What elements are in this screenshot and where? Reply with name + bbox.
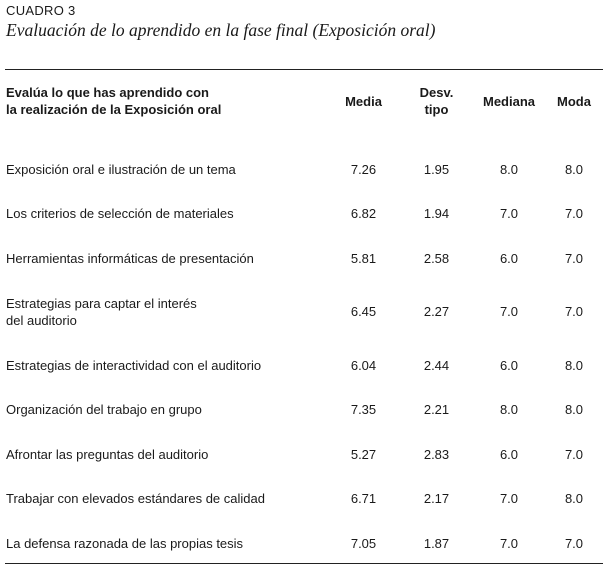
- row-mediana-value: 7.0: [499, 535, 519, 551]
- row-mediana-value: 8.0: [499, 161, 519, 177]
- row-item-line1: Exposición oral e ilustración de un tema: [6, 161, 236, 177]
- header-item-line1: Evalúa lo que has aprendido con: [6, 85, 209, 100]
- table-row: Herramientas informáticas de presentació…: [5, 236, 603, 281]
- row-media-value: 5.81: [350, 250, 377, 266]
- header-mediana: Mediana: [482, 94, 535, 109]
- table-row: Estrategias para captar el interés del au…: [5, 281, 603, 343]
- row-moda-value: 7.0: [564, 206, 584, 222]
- row-item-line1: Trabajar con elevados estándares de cali…: [6, 491, 265, 507]
- row-item-line1: Los criterios de selección de materiales: [6, 206, 234, 222]
- row-mediana-value: 6.0: [499, 357, 519, 373]
- row-item-label: Los criterios de selección de materiales: [5, 192, 327, 237]
- row-moda-value: 8.0: [564, 402, 584, 418]
- header-moda: Moda: [557, 94, 591, 109]
- table-row: Exposición oral e ilustración de un tema…: [5, 147, 603, 192]
- row-media-value: 7.26: [350, 161, 377, 177]
- bottom-rule: [5, 563, 603, 564]
- row-item-line1: Estrategias de interactividad con el aud…: [6, 357, 262, 373]
- row-item-line1: Estrategias para captar el interés: [6, 295, 197, 311]
- row-mediana-value: 7.0: [499, 206, 519, 222]
- row-mediana-value: 7.0: [499, 304, 519, 320]
- header-desv-line2: tipo: [424, 102, 449, 117]
- row-desv-value: 2.21: [423, 402, 450, 418]
- row-moda-value: 8.0: [564, 161, 584, 177]
- table-body: Exposición oral e ilustración de un tema…: [5, 147, 603, 566]
- row-desv-value: 2.83: [423, 446, 450, 462]
- row-item-label: Herramientas informáticas de presentació…: [5, 236, 327, 281]
- row-media-value: 7.05: [350, 535, 377, 551]
- row-item-label: Organización del trabajo en grupo: [5, 387, 327, 432]
- table-row: Los criterios de selección de materiales…: [5, 192, 603, 237]
- top-rule: [5, 69, 603, 70]
- row-desv-value: 2.58: [423, 250, 450, 266]
- statistics-table: Evalúa lo que has aprendido con la reali…: [5, 78, 603, 566]
- row-desv-value: 2.44: [423, 357, 450, 373]
- header-item-line2: la realización de la Exposición oral: [6, 102, 222, 117]
- row-moda-value: 7.0: [564, 446, 584, 462]
- row-mediana-value: 7.0: [499, 491, 519, 507]
- row-item-line1: Organización del trabajo en grupo: [6, 402, 202, 418]
- table-row: Trabajar con elevados estándares de cali…: [5, 477, 603, 522]
- row-media-value: 5.27: [350, 446, 377, 462]
- header-desv: Desv. tipo: [400, 78, 473, 147]
- header-desv-line1: Desv.: [419, 85, 454, 100]
- table-title: Evaluación de lo aprendido en la fase fi…: [6, 20, 436, 40]
- row-item-line1: Herramientas informáticas de presentació…: [6, 250, 254, 266]
- row-desv-value: 2.17: [423, 491, 450, 507]
- row-item-label: Estrategias de interactividad con el aud…: [5, 343, 327, 388]
- header-row: Evalúa lo que has aprendido con la reali…: [5, 78, 603, 147]
- row-mediana-value: 6.0: [499, 250, 519, 266]
- row-media-value: 6.71: [350, 491, 377, 507]
- row-media-value: 7.35: [350, 402, 377, 418]
- row-moda-value: 7.0: [564, 535, 584, 551]
- table-row: Afrontar las preguntas del auditorio 5.27…: [5, 432, 603, 477]
- row-item-label: La defensa razonada de las propias tesis: [5, 521, 327, 566]
- row-item-label: Afrontar las preguntas del auditorio: [5, 432, 327, 477]
- header-media: Media: [345, 94, 382, 109]
- row-mediana-value: 8.0: [499, 402, 519, 418]
- row-moda-value: 7.0: [564, 304, 584, 320]
- row-item-line1: Afrontar las preguntas del auditorio: [6, 446, 209, 462]
- row-item-label: Trabajar con elevados estándares de cali…: [5, 477, 327, 522]
- row-media-value: 6.04: [350, 357, 377, 373]
- table-row: Organización del trabajo en grupo 7.35 2.2…: [5, 387, 603, 432]
- row-desv-value: 1.95: [423, 161, 450, 177]
- row-media-value: 6.82: [350, 206, 377, 222]
- row-mediana-value: 6.0: [499, 446, 519, 462]
- table-row: La defensa razonada de las propias tesis…: [5, 521, 603, 566]
- header-item: Evalúa lo que has aprendido con la reali…: [5, 78, 327, 147]
- row-media-value: 6.45: [350, 304, 377, 320]
- row-desv-value: 1.94: [423, 206, 450, 222]
- row-item-label: Estrategias para captar el interés del au…: [5, 281, 327, 343]
- row-moda-value: 8.0: [564, 491, 584, 507]
- row-moda-value: 8.0: [564, 357, 584, 373]
- table-row: Estrategias de interactividad con el aud…: [5, 343, 603, 388]
- row-desv-value: 2.27: [423, 304, 450, 320]
- row-desv-value: 1.87: [423, 535, 450, 551]
- row-item-line2: del auditorio: [6, 312, 77, 328]
- row-item-label: Exposición oral e ilustración de un tema: [5, 147, 327, 192]
- row-item-line1: La defensa razonada de las propias tesis: [6, 535, 244, 551]
- row-moda-value: 7.0: [564, 250, 584, 266]
- table-label: CUADRO 3: [6, 3, 76, 18]
